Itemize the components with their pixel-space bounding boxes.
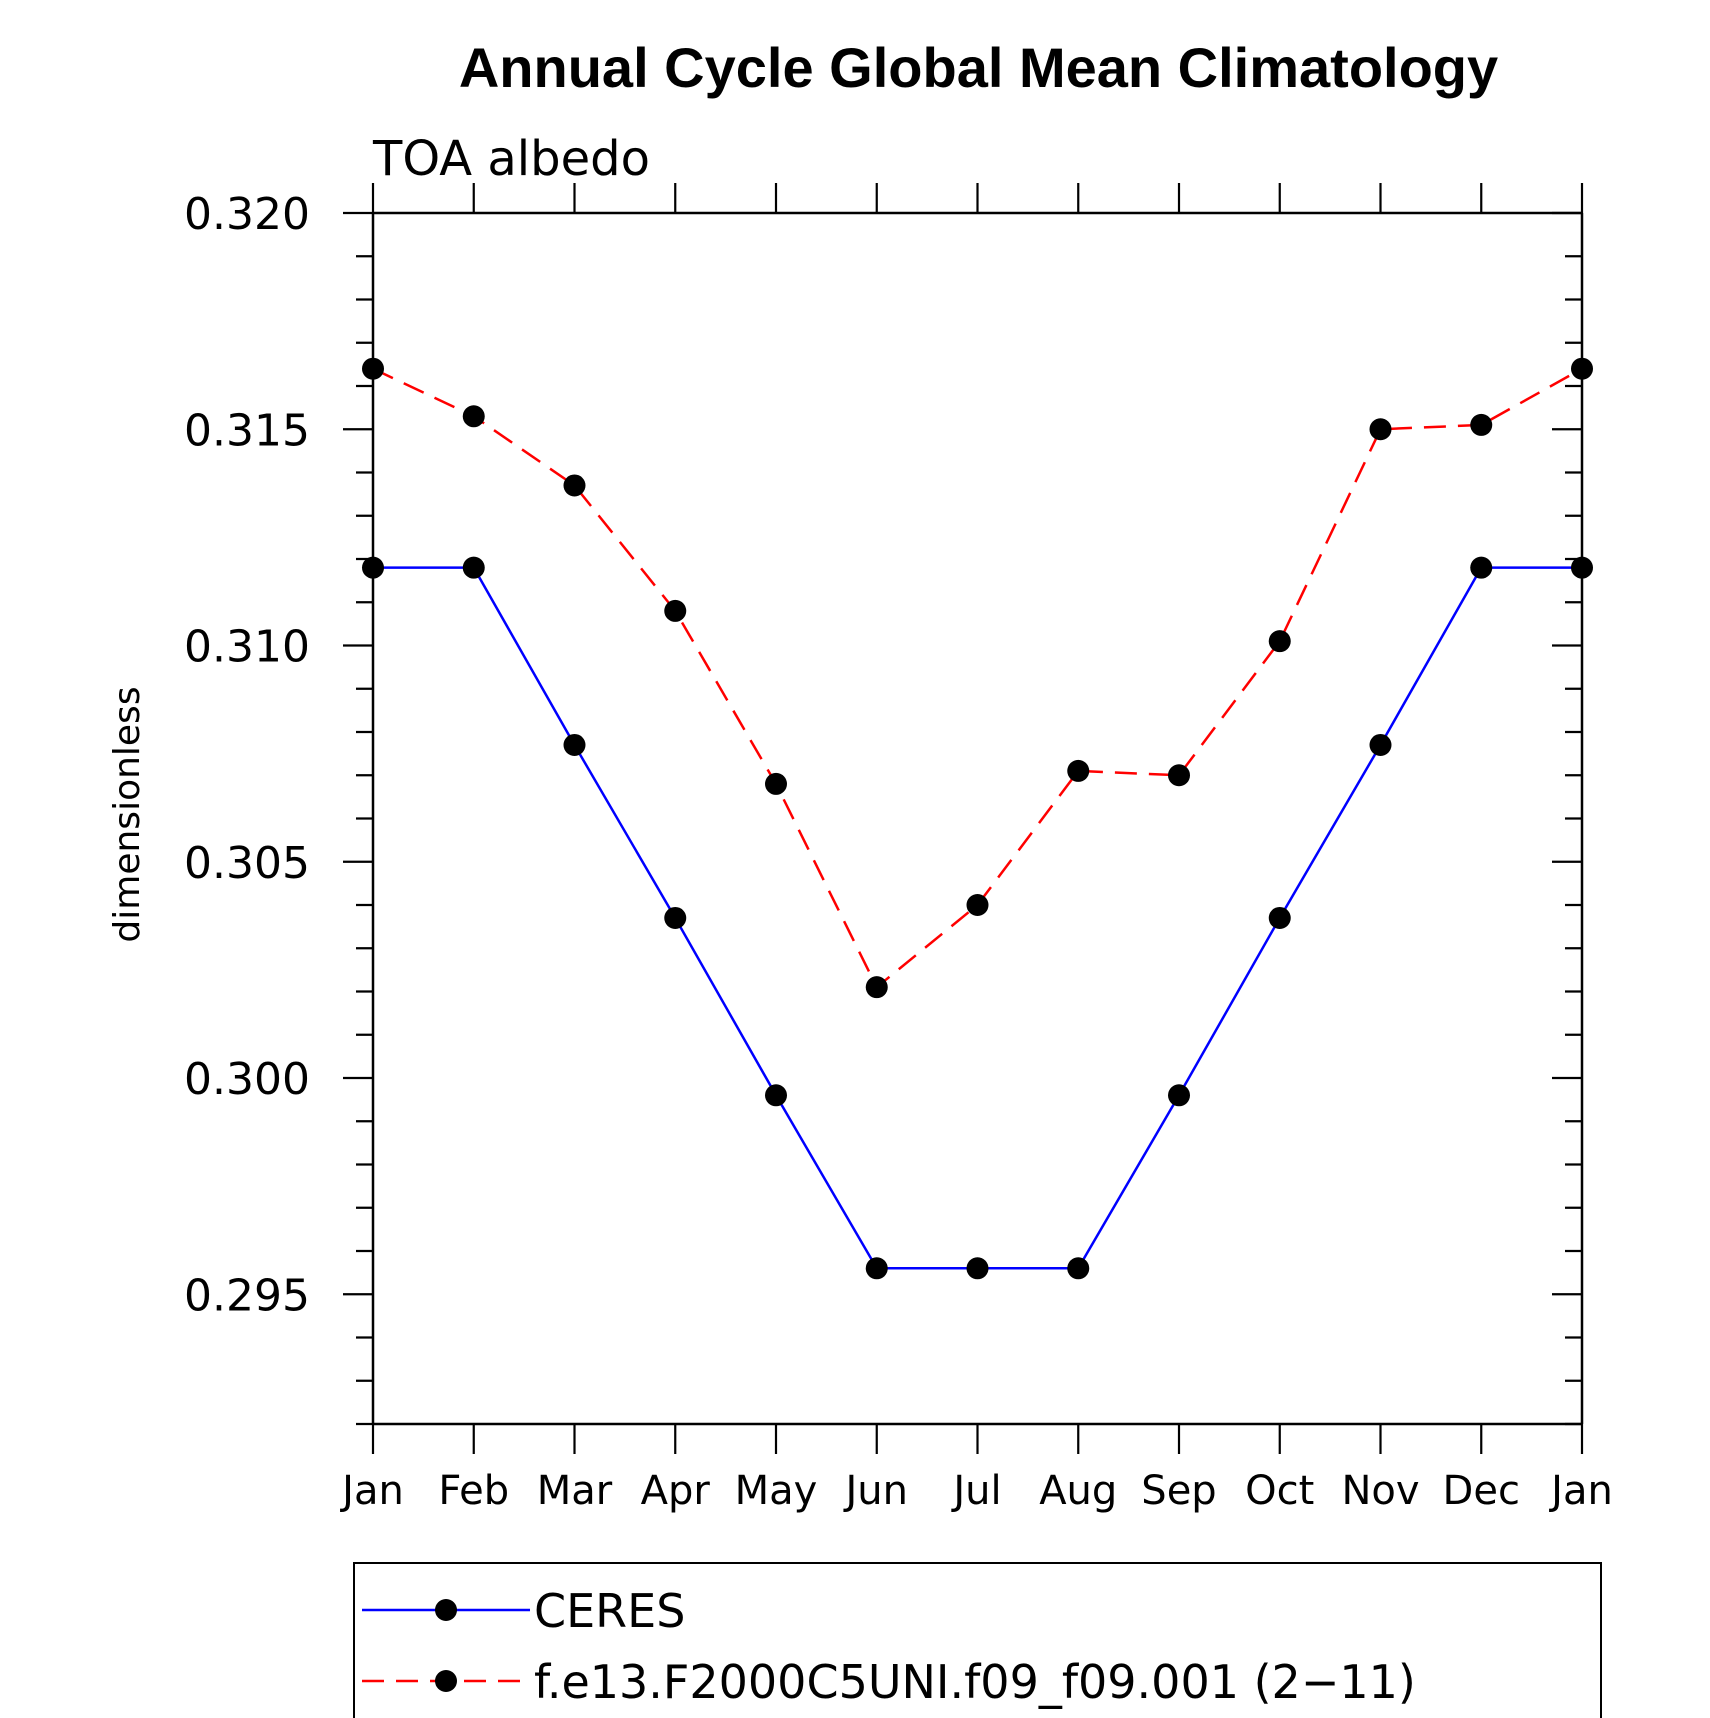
x-tick-label: May [735, 1468, 818, 1514]
plot-frame [371, 211, 1584, 1426]
series-2-point [563, 474, 586, 497]
legend-label-2: f.e13.F2000C5UNI.f09_f09.001 (2−11) [534, 1655, 1416, 1709]
y-tick-label: 0.315 [184, 405, 310, 456]
legend-marker-1 [435, 1599, 457, 1621]
series-2-point [1168, 764, 1190, 787]
series-1-point [1268, 906, 1291, 929]
series-2-point [765, 772, 787, 795]
series-1-point [765, 1084, 787, 1107]
x-tick-label: Mar [537, 1468, 613, 1514]
series-2-point [362, 357, 384, 380]
x-tick-label: Aug [1039, 1468, 1117, 1514]
series-1-point [1369, 733, 1392, 756]
series-1-point [1067, 1257, 1090, 1280]
series-2-point [966, 894, 989, 916]
legend: CERES f.e13.F2000C5UNI.f09_f09.001 (2−11) [353, 1562, 1602, 1718]
series-1-point [1470, 556, 1493, 579]
x-tick-label: Feb [438, 1468, 509, 1514]
series-1-point [462, 556, 485, 579]
series-1-point [563, 733, 586, 756]
x-tick-label: Jan [1548, 1468, 1613, 1514]
chart-title: Annual Cycle Global Mean Climatology [459, 36, 1498, 99]
series-2-point [865, 976, 888, 999]
series-1-point [362, 556, 384, 579]
x-tick-label: Jun [843, 1468, 909, 1514]
y-tick-label: 0.320 [184, 189, 310, 240]
legend-label-1: CERES [534, 1584, 685, 1638]
x-tick-label: Nov [1341, 1468, 1419, 1514]
series-1-point [966, 1257, 989, 1280]
series-2-point [1268, 630, 1291, 653]
series-1-point [664, 906, 687, 929]
x-tick-label: Oct [1245, 1468, 1314, 1514]
series-1-point [865, 1257, 888, 1280]
x-tick-label: Sep [1141, 1468, 1216, 1514]
legend-box [353, 1562, 1602, 1718]
x-tick-label: Apr [641, 1468, 711, 1514]
series-1-point [1571, 556, 1593, 579]
y-axis-label: dimensionless [107, 686, 148, 942]
y-tick-label: 0.305 [184, 838, 310, 889]
series-2-point [1369, 418, 1392, 441]
x-tick-label: Jul [950, 1468, 1001, 1514]
series-1-point [1168, 1084, 1190, 1107]
series-2-point [1571, 357, 1593, 380]
series-2-point [664, 599, 687, 622]
y-tick-label: 0.295 [184, 1270, 310, 1321]
x-tick-label: Dec [1443, 1468, 1520, 1514]
series-2-point [1470, 413, 1493, 436]
chart-subtitle: TOA albedo [372, 131, 650, 187]
series-line-1 [373, 566, 1582, 1270]
legend-marker-2 [435, 1670, 457, 1692]
y-tick-label: 0.300 [184, 1054, 310, 1105]
y-axis-ticks: 0.295 0.300 0.305 0.310 0.315 0.320 [184, 189, 1582, 1426]
series-lines [362, 357, 1593, 1280]
x-axis-ticks: Jan Feb Mar Apr May Jun Jul Aug Sep Oct Nov Dec Jan [339, 183, 1613, 1514]
series-2-point [1067, 759, 1090, 782]
series-2-point [462, 405, 485, 428]
x-tick-label: Jan [339, 1468, 404, 1514]
y-tick-label: 0.310 [184, 622, 310, 673]
